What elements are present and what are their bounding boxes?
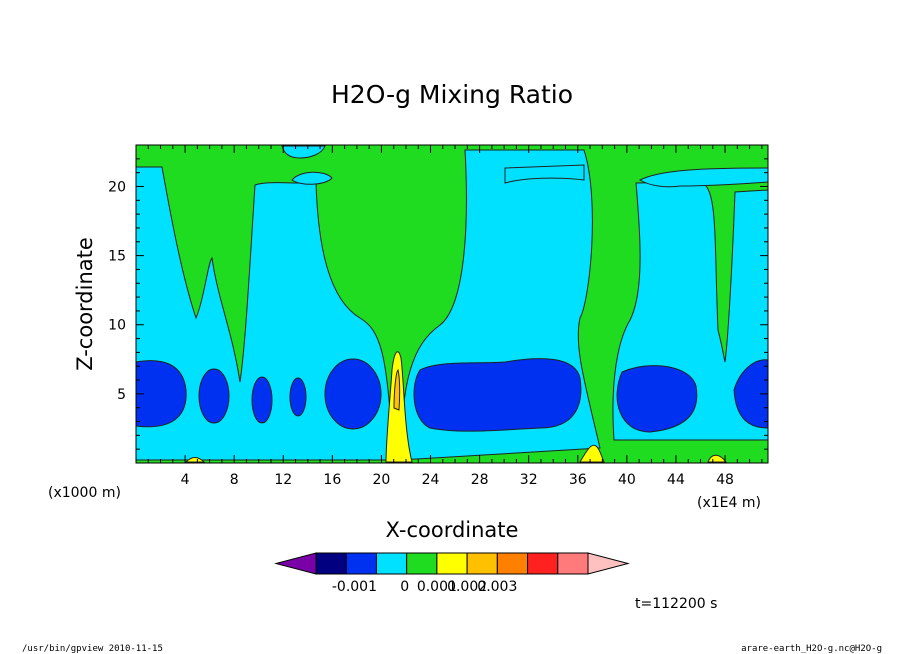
blue-blob-3 (251, 376, 273, 424)
cyan-region-top-right (638, 167, 768, 188)
colorbar-swatch (315, 552, 347, 575)
colorbar-swatch (527, 552, 559, 575)
colorbar-tick-label: 0 (400, 579, 409, 595)
footer-right: arare-earth_H2O-g.nc@H2O-g (741, 644, 882, 654)
blue-blob-1 (136, 360, 187, 428)
x-tick-label: 44 (667, 472, 685, 488)
colorbar-tick-label: -0.001 (332, 579, 377, 595)
plot-area (136, 145, 768, 463)
plot-frame (135, 144, 769, 464)
colorbar-swatch (466, 552, 498, 575)
y-tick-label: 15 (108, 249, 126, 265)
colorbar-swatch (345, 552, 377, 575)
x-tick-label: 24 (422, 472, 440, 488)
x-tick-label: 28 (471, 472, 489, 488)
blue-blob-7 (616, 365, 698, 433)
y-tick-label: 10 (108, 318, 126, 334)
colorbar-tick-label: 0.002 (447, 579, 487, 595)
x-tick-label: 36 (569, 472, 587, 488)
x-axis: 4 8 12 16 20 24 28 32 36 40 44 48 (147, 145, 763, 488)
x-tick-label: 4 (181, 472, 190, 488)
x-tick-label: 40 (618, 472, 636, 488)
colorbar-swatch (406, 552, 438, 575)
colorbar-swatch (375, 552, 408, 575)
colorbar-min-arrow (274, 552, 317, 575)
yellow-hill-1 (579, 444, 605, 463)
x-tick-label: 12 (274, 472, 292, 488)
blue-blob-2 (198, 368, 230, 424)
x-tick-label: 8 (230, 472, 239, 488)
y-tick-label: 20 (108, 179, 126, 195)
colorbar-max-arrow (587, 552, 630, 575)
y-tick-label: 5 (117, 387, 126, 403)
blue-blob-5 (324, 358, 382, 430)
colorbar-swatch (436, 552, 468, 575)
blue-blob-6 (413, 358, 582, 432)
colorbar-swatch (496, 552, 529, 575)
x-tick-label: 16 (323, 472, 341, 488)
x-tick-label: 48 (716, 472, 734, 488)
colorbar-swatch (557, 552, 589, 575)
blue-blob-4 (289, 377, 307, 417)
yellow-hill-3 (184, 457, 206, 463)
cyan-patch-upper (291, 171, 333, 185)
y-unit-label: (x1000 m) (48, 485, 121, 501)
x-unit-label: (x1E4 m) (697, 495, 761, 511)
cyan-region-upper-right (504, 164, 585, 184)
time-label: t=112200 s (635, 596, 717, 612)
x-axis-title: X-coordinate (386, 518, 519, 542)
x-tick-label: 20 (373, 472, 391, 488)
x-tick-label: 32 (520, 472, 538, 488)
colorbar-tick-label: 0.003 (477, 579, 517, 595)
blue-blob-8 (733, 359, 768, 429)
chart-title: H2O-g Mixing Ratio (331, 80, 573, 109)
y-axis: 5 10 15 20 (108, 158, 768, 450)
footer-left: /usr/bin/gpview 2010-11-15 (22, 644, 163, 654)
colorbar-tick-label: 0.001 (417, 579, 457, 595)
orange-core (393, 369, 401, 411)
colorbar (274, 552, 630, 575)
cyan-patch-top (281, 145, 326, 159)
y-axis-title: Z-coordinate (73, 237, 97, 371)
